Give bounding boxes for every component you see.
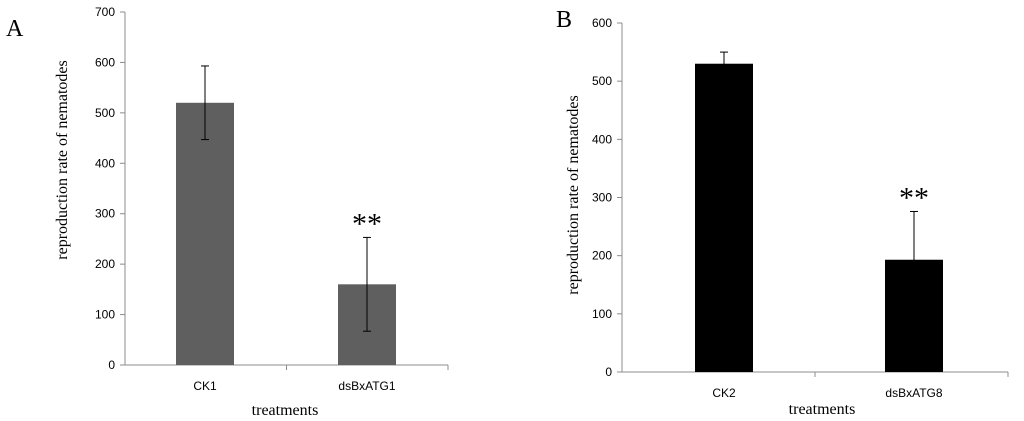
significance-marker: ** (352, 207, 382, 240)
y-tick-label: 300 (592, 191, 612, 205)
chart-panel-b: B reproduction rate of nematodes treatme… (556, 7, 1009, 418)
y-tick-label: 500 (592, 74, 612, 88)
y-tick-label: 600 (95, 55, 115, 69)
y-tick-label: 0 (108, 358, 115, 372)
plot-area: 0 100 200 300 400 500 600 CK2 dsBxATG8 ** (592, 16, 1009, 400)
y-axis-label: reproduction rate of nematodes (565, 95, 582, 294)
y-tick-label: 700 (95, 5, 115, 19)
panel-letter: B (556, 7, 572, 33)
category-label: dsBxATG8 (885, 386, 942, 400)
category-label: CK1 (193, 379, 217, 393)
panel-letter: A (6, 16, 24, 42)
y-tick-label: 600 (592, 16, 612, 30)
y-tick-label: 100 (592, 307, 612, 321)
y-tick-label: 0 (605, 365, 612, 379)
bar-ck2 (695, 63, 753, 372)
significance-marker: ** (899, 181, 929, 214)
plot-area: 0 100 200 300 400 500 600 700 CK1 dsBxATG1 ** (95, 5, 449, 393)
category-label: dsBxATG1 (338, 379, 395, 393)
chart-panel-a: A reproduction rate of nematodes treatme… (6, 5, 449, 419)
x-axis-label: treatments (789, 401, 856, 418)
y-tick-label: 500 (95, 106, 115, 120)
y-tick-label: 400 (95, 156, 115, 170)
y-tick-label: 200 (592, 249, 612, 263)
category-label: CK2 (712, 386, 736, 400)
x-axis-label: treatments (252, 402, 319, 419)
bar-ck1 (176, 102, 234, 366)
y-tick-label: 200 (95, 257, 115, 271)
y-tick-label: 400 (592, 132, 612, 146)
y-tick-label: 100 (95, 308, 115, 322)
y-tick-label: 300 (95, 207, 115, 221)
y-axis-label: reproduction rate of nematodes (54, 60, 71, 259)
